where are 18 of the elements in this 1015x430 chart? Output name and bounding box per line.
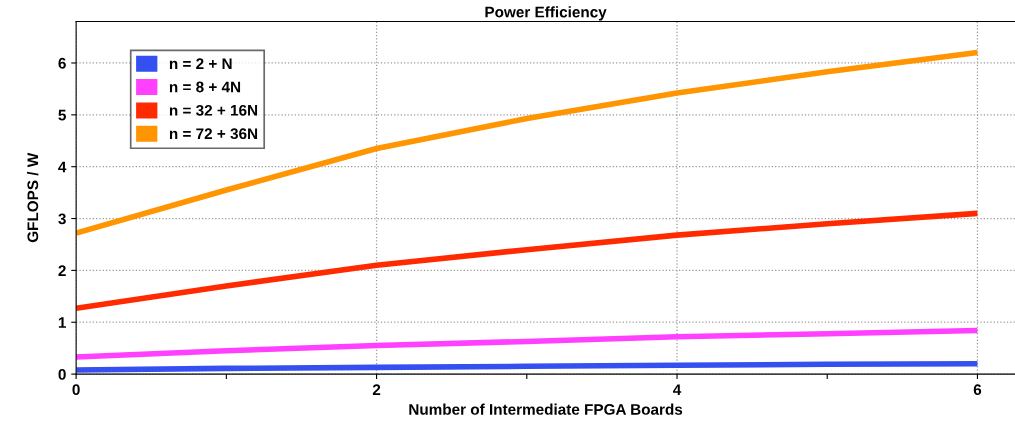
y-tick-label: 6 [58,57,66,69]
x-tick-label: 0 [72,384,80,396]
y-tick-label: 1 [58,317,66,328]
x-axis-title: Number of Intermediate FPGA Boards [409,403,683,415]
y-tick-label: 3 [58,213,66,225]
x-tick-label: 2 [372,384,381,395]
legend-label: n = 2 + N [169,58,232,69]
y-tick-label: 0 [58,368,66,380]
y-tick-label: 4 [58,161,67,173]
y-tick-label: 5 [58,109,66,121]
legend-label: n = 8 + 4N [169,81,241,93]
legend-label: n = 72 + 36N [169,128,258,140]
x-tick-label: 4 [672,384,682,395]
y-axis-title: GFLOPS / W [27,152,39,243]
chart-title: Power Efficiency [485,6,607,21]
x-tick-label: 6 [973,384,982,396]
legend-label: n = 32 + 16N [169,104,258,116]
y-tick-label: 2 [58,265,66,276]
